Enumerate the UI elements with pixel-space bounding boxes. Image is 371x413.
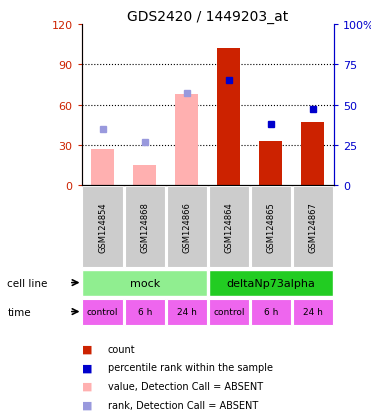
Text: 6 h: 6 h [264, 307, 278, 316]
Text: 24 h: 24 h [177, 307, 197, 316]
Text: time: time [7, 307, 31, 317]
Bar [293, 187, 333, 268]
Bar [82, 187, 123, 268]
Text: control: control [87, 307, 118, 316]
Text: rank, Detection Call = ABSENT: rank, Detection Call = ABSENT [108, 400, 258, 410]
Text: mock: mock [129, 278, 160, 288]
Text: ■: ■ [82, 344, 92, 354]
Text: GSM124865: GSM124865 [266, 202, 275, 252]
Text: value, Detection Call = ABSENT: value, Detection Call = ABSENT [108, 381, 263, 391]
Bar [82, 270, 207, 296]
Bar [82, 299, 123, 325]
Text: GSM124868: GSM124868 [140, 202, 149, 252]
Text: cell line: cell line [7, 278, 48, 288]
Text: GSM124866: GSM124866 [182, 202, 191, 252]
Text: GSM124854: GSM124854 [98, 202, 107, 252]
Bar [259, 142, 282, 186]
Text: ■: ■ [82, 400, 92, 410]
Bar [217, 49, 240, 186]
Text: percentile rank within the sample: percentile rank within the sample [108, 363, 273, 373]
Bar [175, 95, 198, 186]
Bar [251, 299, 291, 325]
Bar [293, 299, 333, 325]
Text: GSM124864: GSM124864 [224, 202, 233, 252]
Text: control: control [213, 307, 244, 316]
Title: GDS2420 / 1449203_at: GDS2420 / 1449203_at [127, 10, 288, 24]
Bar [133, 166, 156, 186]
Bar [251, 187, 291, 268]
Bar [91, 150, 114, 186]
Text: ■: ■ [82, 363, 92, 373]
Text: count: count [108, 344, 135, 354]
Bar [125, 299, 165, 325]
Bar [209, 270, 333, 296]
Text: 24 h: 24 h [303, 307, 323, 316]
Bar [167, 187, 207, 268]
Bar [167, 299, 207, 325]
Bar [301, 123, 324, 186]
Bar [125, 187, 165, 268]
Bar [209, 187, 249, 268]
Text: GSM124867: GSM124867 [308, 202, 317, 252]
Text: ■: ■ [82, 381, 92, 391]
Bar [209, 299, 249, 325]
Text: 6 h: 6 h [138, 307, 152, 316]
Text: deltaNp73alpha: deltaNp73alpha [226, 278, 315, 288]
